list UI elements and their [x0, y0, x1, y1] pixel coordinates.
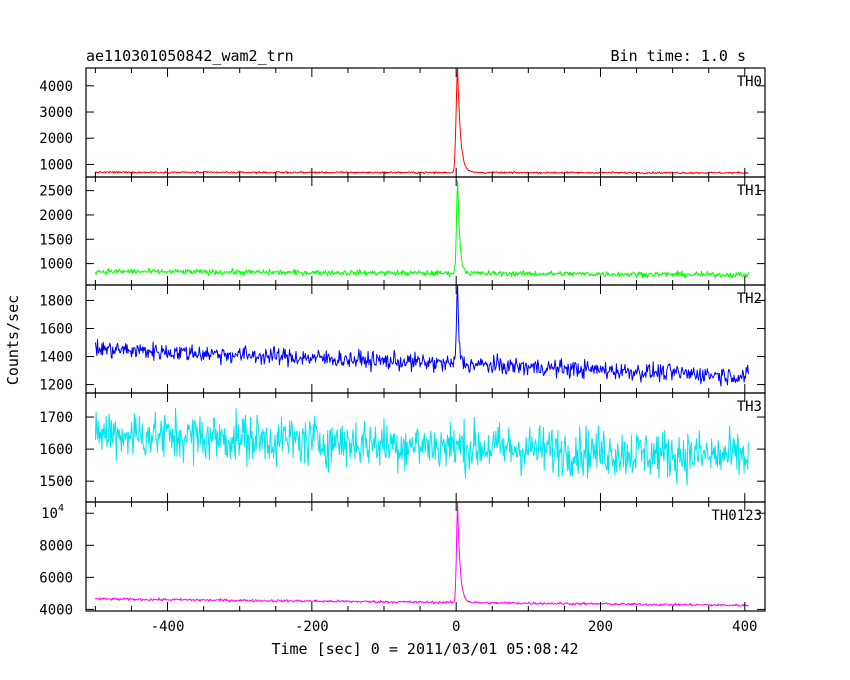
y-tick-label: 1000 [39, 157, 73, 173]
panel-label-th0: TH0 [737, 74, 762, 90]
series-line-th0123 [94, 502, 749, 607]
panels-group: TH01000200030004000TH11000150020002500TH… [39, 67, 766, 635]
panel-label-th1: TH1 [737, 183, 762, 199]
y-tick-label: 6000 [39, 570, 73, 586]
x-tick-label: 200 [588, 619, 613, 635]
x-tick-label: -400 [151, 619, 185, 635]
panel-frame-th0123 [85, 501, 766, 612]
y-tick-label: 1500 [39, 232, 73, 248]
x-tick-label: -200 [295, 619, 329, 635]
panel-th1: TH1 1000 1500 2000 2500 [39, 176, 766, 286]
panel-th2: TH2 1200 1400 1600 1800 [39, 284, 766, 394]
y-tick-label: 1500 [39, 474, 73, 490]
y-tick-exponent: 4 [58, 503, 64, 514]
panel-th0: TH0 1000 2000 3000 4000 [39, 67, 766, 178]
panel-th3: TH3 1500 1600 1700 [39, 392, 766, 503]
y-tick-label: 104 [41, 503, 64, 522]
series-line-th0 [95, 67, 749, 175]
y-tick-label: 2000 [39, 131, 73, 147]
y-tick-label: 8000 [39, 538, 73, 554]
panel-th0123: TH0123 4000 6000 8000 104 [39, 501, 766, 618]
y-tick-label: 1600 [39, 442, 73, 458]
series-line-th2 [94, 284, 749, 387]
x-axis-label: Time [sec] 0 = 2011/03/01 05:08:42 [271, 640, 578, 658]
panel-label-th3: TH3 [737, 399, 762, 415]
panel-frame-th1 [85, 176, 766, 286]
y-tick-label: 1700 [39, 410, 73, 426]
y-tick-label: 1200 [39, 378, 73, 394]
panel-frame-th2 [85, 284, 766, 394]
x-tick-label: 400 [732, 619, 757, 635]
series-line-th1 [94, 180, 749, 279]
panel-frame-th0 [85, 67, 766, 178]
chart-title-right: Bin time: 1.0 s [611, 47, 746, 65]
y-tick-label: 3000 [39, 105, 73, 121]
y-tick-label: 1800 [39, 293, 73, 309]
y-tick-label: 2000 [39, 208, 73, 224]
panel-label-th0123: TH0123 [711, 508, 762, 524]
y-tick-label: 2500 [39, 184, 73, 200]
y-tick-label: 1600 [39, 321, 73, 337]
series-line-th3 [94, 407, 749, 486]
x-tick-label: 0 [452, 619, 460, 635]
y-tick-label: 1000 [39, 257, 73, 273]
y-tick-label: 1400 [39, 350, 73, 366]
chart-title-left: ae110301050842_wam2_trn [86, 47, 294, 65]
y-tick-label: 4000 [39, 602, 73, 618]
panel-label-th2: TH2 [737, 291, 762, 307]
y-axis-label: Counts/sec [4, 295, 22, 385]
y-tick-label: 4000 [39, 79, 73, 95]
